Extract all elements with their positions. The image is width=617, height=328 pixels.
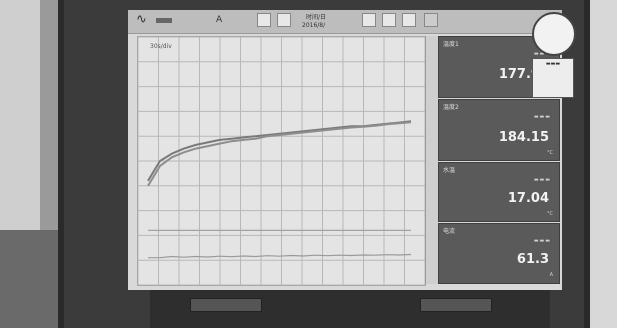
readout-panel-2: 温度2 ▬▬▬ 184.15 °C <box>438 99 560 161</box>
settings-icon[interactable] <box>424 13 438 27</box>
display-icon[interactable] <box>402 13 416 27</box>
readout-tag-3: 水温 <box>443 167 456 174</box>
trend-chart-svg <box>138 37 425 285</box>
bezel-button-right[interactable] <box>420 298 492 312</box>
wave-icon[interactable]: ∿ <box>136 12 147 27</box>
readout-dots-4: ▬▬▬ <box>533 238 551 244</box>
window-icon[interactable] <box>362 13 376 27</box>
trend-series-2 <box>147 121 412 187</box>
calibration-card: ▬▬▬ <box>532 58 574 98</box>
readout-value-2: 184.15 <box>498 130 549 145</box>
readout-tag-1: 温度1 <box>443 41 459 48</box>
mode-label: A <box>216 15 223 25</box>
bezel-button-left[interactable] <box>190 298 262 312</box>
readout-unit-4: A <box>549 272 553 278</box>
readout-value-3: 17.04 <box>507 191 549 206</box>
channel-scale-strip <box>425 36 438 284</box>
readout-dots-2: ▬▬▬ <box>533 114 551 120</box>
datetime-line1: 时间/日 <box>306 14 327 21</box>
calibration-seal <box>532 12 576 56</box>
scale-label: 30s/div <box>150 43 172 50</box>
readout-tag-4: 电流 <box>443 228 456 235</box>
disk-icon[interactable] <box>257 13 271 27</box>
calibration-card-text: ▬▬▬ <box>545 61 561 67</box>
readout-unit-2: °C <box>547 150 553 156</box>
readout-tag-2: 温度2 <box>443 104 459 111</box>
background-left-lower <box>0 230 60 328</box>
readout-unit-3: °C <box>547 211 553 217</box>
readout-panel-4: 电流 ▬▬▬ 61.3 A <box>438 223 560 284</box>
trend-series-4 <box>148 253 412 259</box>
menu-icon[interactable] <box>382 13 396 27</box>
print-icon[interactable] <box>277 13 291 27</box>
trend-chart: 30s/div <box>137 36 426 286</box>
readout-dots-3: ▬▬▬ <box>533 177 551 183</box>
record-icon[interactable] <box>156 18 172 23</box>
datetime-line2: 2016/8/ <box>302 22 326 29</box>
toolbar: ∿ A 时间/日 2016/8/ <box>128 10 562 34</box>
readout-value-4: 61.3 <box>516 252 549 267</box>
readout-dots-1: ▬▬▬ <box>533 51 551 57</box>
recorder-screen: ∿ A 时间/日 2016/8/ 30s/div 温度1 ▬▬▬ 177.92 … <box>128 10 562 290</box>
readout-panel-3: 水温 ▬▬▬ 17.04 °C <box>438 162 560 222</box>
